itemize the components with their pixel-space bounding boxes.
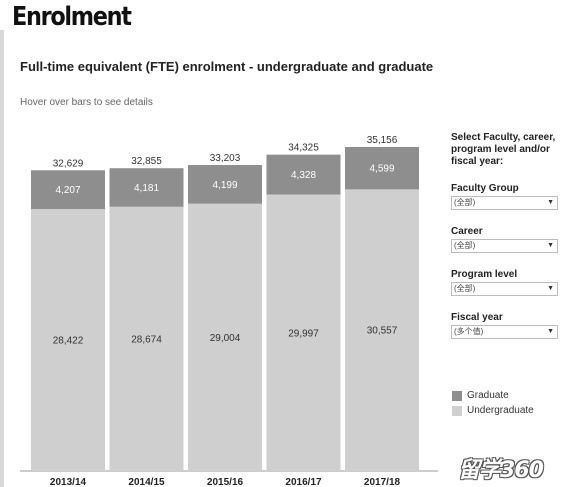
graduate-value-label: 4,181 (134, 183, 159, 194)
undergraduate-value-label: 28,674 (131, 334, 162, 345)
chart-legend: Graduate Undergraduate (452, 388, 534, 418)
fiscal-year-select[interactable]: (多个值) ▼ (451, 325, 558, 339)
filter-panel: Select Faculty, career, program level an… (451, 132, 561, 355)
total-label: 34,325 (288, 143, 319, 154)
total-label: 32,855 (131, 156, 162, 167)
filter-panel-heading: Select Faculty, career, program level an… (451, 132, 556, 167)
caret-down-icon: ▼ (547, 242, 554, 249)
graduate-value-label: 4,207 (55, 185, 80, 196)
faculty-group-value: (全部) (454, 198, 476, 207)
legend-item-undergraduate[interactable]: Undergraduate (452, 403, 534, 418)
career-select[interactable]: (全部) ▼ (451, 239, 558, 253)
bar-undergraduate-2016/17[interactable] (266, 194, 341, 471)
undergraduate-value-label: 29,997 (288, 328, 319, 339)
total-label: 35,156 (367, 135, 398, 146)
graduate-value-label: 4,599 (369, 164, 394, 175)
bar-graduate-2016/17[interactable] (266, 154, 341, 195)
bar-undergraduate-2013/14[interactable] (31, 209, 105, 472)
fiscal-year-label: Fiscal year (451, 312, 503, 323)
total-label: 33,203 (210, 153, 241, 164)
bar-undergraduate-2017/18[interactable] (345, 189, 419, 471)
legend-label-graduate: Graduate (467, 390, 509, 401)
fiscal-year-value: (多个值) (454, 327, 484, 336)
legend-swatch-undergraduate (452, 405, 462, 416)
faculty-group-label: Faculty Group (451, 183, 519, 194)
x-tick-label: 2015/16 (207, 477, 244, 487)
caret-down-icon: ▼ (547, 285, 554, 292)
bar-graduate-2015/16[interactable] (188, 164, 262, 204)
bar-graduate-2014/15[interactable] (109, 168, 184, 207)
legend-label-undergraduate: Undergraduate (467, 405, 534, 416)
graduate-value-label: 4,328 (291, 170, 316, 181)
x-tick-label: 2016/17 (285, 477, 322, 487)
caret-down-icon: ▼ (547, 328, 554, 335)
hover-hint: Hover over bars to see details (20, 97, 153, 108)
undergraduate-value-label: 28,422 (53, 336, 84, 347)
undergraduate-value-label: 30,557 (367, 326, 398, 337)
graduate-value-label: 4,199 (212, 180, 237, 191)
watermark-logo: 留学360 (458, 458, 544, 483)
total-label: 32,629 (53, 158, 84, 169)
legend-item-graduate[interactable]: Graduate (452, 388, 534, 403)
bar-undergraduate-2015/16[interactable] (188, 203, 262, 471)
program-level-label: Program level (451, 269, 518, 280)
program-level-value: (全部) (454, 284, 476, 293)
bar-undergraduate-2014/15[interactable] (109, 206, 184, 472)
caret-down-icon: ▼ (547, 199, 554, 206)
x-tick-label: 2013/14 (50, 477, 87, 487)
x-tick-label: 2017/18 (364, 477, 401, 487)
bar-graduate-2017/18[interactable] (345, 147, 419, 190)
bar-graduate-2013/14[interactable] (31, 170, 105, 210)
legend-swatch-graduate (452, 390, 462, 401)
page-title: Enrolment (12, 2, 132, 32)
chart-subtitle: Full-time equivalent (FTE) enrolment - u… (20, 59, 434, 74)
left-edge-divider (0, 30, 4, 487)
program-level-select[interactable]: (全部) ▼ (451, 282, 558, 296)
career-value: (全部) (454, 241, 476, 250)
faculty-group-select[interactable]: (全部) ▼ (451, 196, 558, 210)
career-label: Career (451, 226, 483, 237)
x-tick-label: 2014/15 (128, 477, 165, 487)
undergraduate-value-label: 29,004 (210, 333, 241, 344)
